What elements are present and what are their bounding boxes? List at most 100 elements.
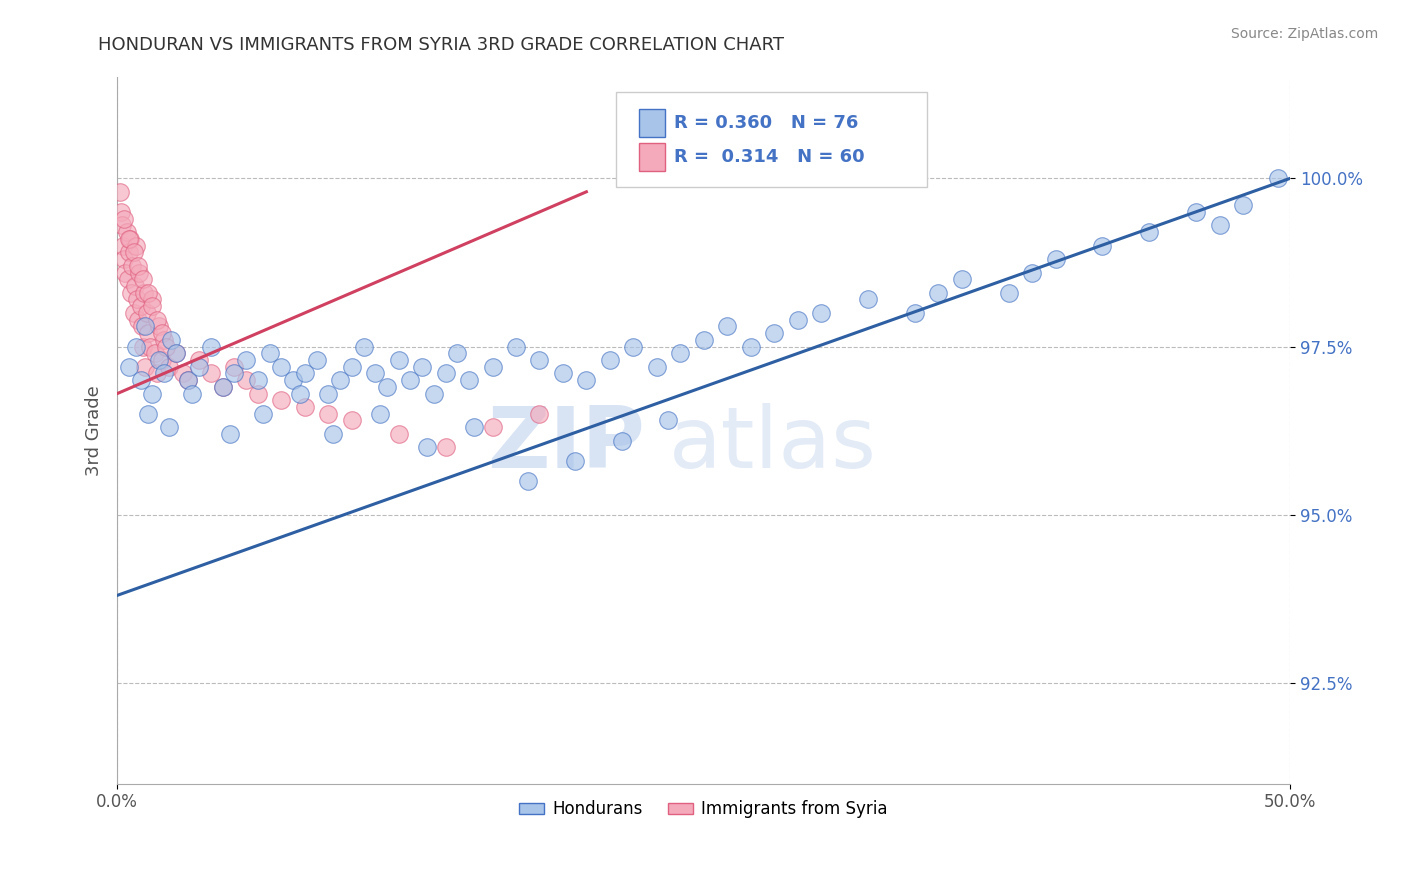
Point — [235, 353, 257, 368]
Point — [1021, 266, 1043, 280]
Point — [856, 293, 879, 307]
Point — [122, 306, 145, 320]
Point — [621, 339, 644, 353]
Point — [1267, 171, 1289, 186]
Y-axis label: 3rd Grade: 3rd Grade — [86, 385, 103, 476]
Point — [505, 339, 527, 353]
Point — [599, 353, 621, 368]
Point — [551, 367, 574, 381]
Point — [1232, 198, 1254, 212]
Point — [150, 326, 173, 340]
Point — [246, 386, 269, 401]
Point — [176, 373, 198, 387]
Point — [1091, 238, 1114, 252]
Point — [1185, 205, 1208, 219]
Point — [763, 326, 786, 340]
Point — [318, 386, 340, 401]
Point — [575, 373, 598, 387]
Point — [134, 319, 156, 334]
Point — [157, 359, 180, 374]
Point — [111, 219, 134, 233]
Point — [129, 373, 152, 387]
Point — [950, 272, 973, 286]
Point — [458, 373, 481, 387]
Point — [200, 367, 222, 381]
Point — [997, 285, 1019, 300]
Point — [246, 373, 269, 387]
Point — [118, 359, 141, 374]
Point — [146, 367, 169, 381]
Point — [181, 386, 204, 401]
Point — [160, 333, 183, 347]
Text: atlas: atlas — [668, 403, 876, 486]
Point — [118, 232, 141, 246]
Point — [117, 272, 139, 286]
Point — [122, 245, 145, 260]
Point — [125, 238, 148, 252]
Point — [165, 346, 187, 360]
Point — [810, 306, 832, 320]
Point — [235, 373, 257, 387]
Point — [329, 373, 352, 387]
Point — [132, 272, 155, 286]
Point — [481, 420, 503, 434]
Point — [224, 359, 246, 374]
Point — [118, 245, 141, 260]
Point — [141, 293, 163, 307]
Point — [340, 413, 363, 427]
Point — [128, 266, 150, 280]
Point — [252, 407, 274, 421]
Point — [127, 259, 149, 273]
Point — [564, 454, 586, 468]
Point — [120, 232, 142, 246]
Point — [211, 380, 233, 394]
Point — [115, 225, 138, 239]
Point — [224, 367, 246, 381]
Point — [740, 339, 762, 353]
Point — [904, 306, 927, 320]
Point — [294, 367, 316, 381]
Point — [446, 346, 468, 360]
Point — [529, 353, 551, 368]
Point — [172, 367, 194, 381]
Point — [270, 359, 292, 374]
Point — [112, 238, 135, 252]
Point — [388, 353, 411, 368]
Point — [121, 259, 143, 273]
Point — [416, 441, 439, 455]
Point — [516, 474, 538, 488]
Point — [318, 407, 340, 421]
Point — [610, 434, 633, 448]
Point — [136, 326, 159, 340]
Point — [288, 386, 311, 401]
Point — [135, 306, 157, 320]
Point — [259, 346, 281, 360]
Point — [353, 339, 375, 353]
Text: HONDURAN VS IMMIGRANTS FROM SYRIA 3RD GRADE CORRELATION CHART: HONDURAN VS IMMIGRANTS FROM SYRIA 3RD GR… — [98, 36, 785, 54]
Point — [434, 441, 457, 455]
Point — [669, 346, 692, 360]
Point — [411, 359, 433, 374]
Point — [112, 252, 135, 266]
Point — [134, 285, 156, 300]
Point — [110, 205, 132, 219]
Point — [388, 426, 411, 441]
Point — [322, 426, 344, 441]
Point — [188, 359, 211, 374]
Point — [340, 359, 363, 374]
Point — [150, 353, 173, 368]
Point — [136, 407, 159, 421]
Point — [368, 407, 391, 421]
Point — [423, 386, 446, 401]
Bar — [640, 109, 665, 137]
Point — [120, 285, 142, 300]
Point — [148, 319, 170, 334]
Point — [211, 380, 233, 394]
Point — [125, 339, 148, 353]
Point — [153, 367, 176, 381]
Point — [481, 359, 503, 374]
Point — [124, 279, 146, 293]
Point — [188, 353, 211, 368]
Point — [399, 373, 422, 387]
Text: R =  0.314   N = 60: R = 0.314 N = 60 — [675, 148, 865, 166]
